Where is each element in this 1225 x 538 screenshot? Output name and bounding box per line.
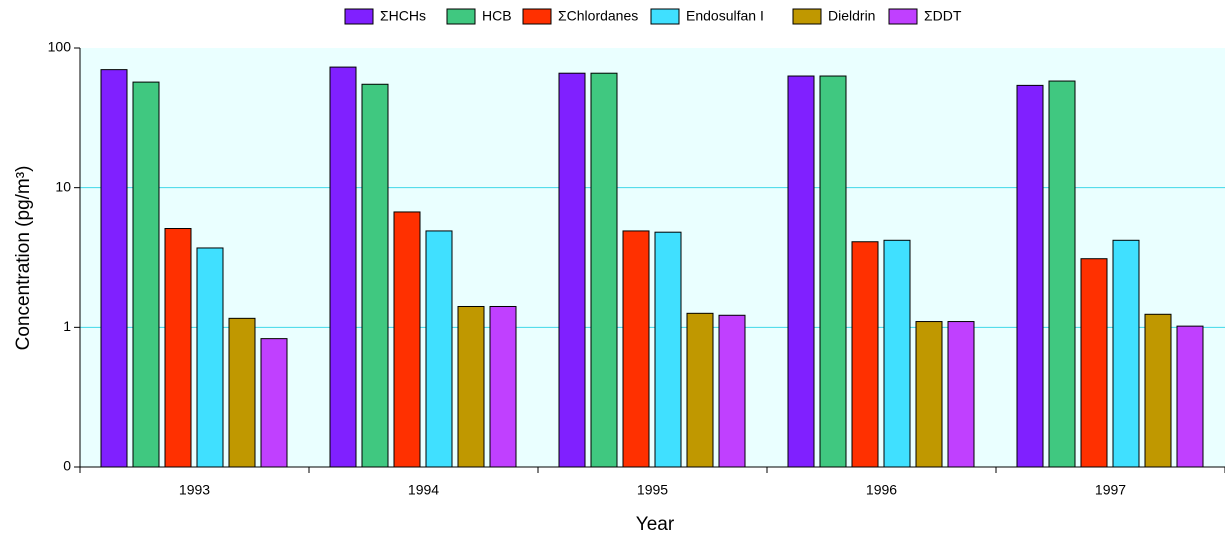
legend-swatch bbox=[344, 8, 374, 25]
bar bbox=[1016, 84, 1044, 468]
bar bbox=[132, 81, 160, 468]
bar bbox=[686, 312, 714, 468]
bar bbox=[260, 338, 288, 468]
bar bbox=[787, 75, 815, 468]
bar bbox=[196, 247, 224, 468]
x-tick-label: 1995 bbox=[637, 482, 668, 498]
x-tick-label: 1994 bbox=[408, 482, 439, 498]
x-tick-label: 1996 bbox=[866, 482, 897, 498]
bar bbox=[622, 230, 650, 468]
legend-label: Endosulfan I bbox=[686, 8, 764, 24]
bar bbox=[718, 314, 746, 468]
bar bbox=[489, 305, 517, 468]
bar bbox=[915, 321, 943, 468]
y-tick-label: 100 bbox=[48, 39, 72, 55]
bar bbox=[329, 66, 357, 468]
x-axis-title: Year bbox=[636, 514, 675, 535]
bar bbox=[1144, 313, 1172, 468]
bar bbox=[425, 230, 453, 468]
bar bbox=[558, 72, 586, 468]
y-tick-label: 1 bbox=[63, 318, 71, 334]
legend-label: ΣHCHs bbox=[380, 8, 426, 24]
bar bbox=[100, 69, 128, 468]
bar bbox=[361, 83, 389, 468]
legend-swatch bbox=[446, 8, 476, 25]
bar bbox=[654, 231, 682, 468]
bar bbox=[819, 75, 847, 468]
bar bbox=[851, 241, 879, 468]
legend-label: ΣDDT bbox=[924, 8, 962, 24]
bar bbox=[393, 211, 421, 468]
legend-swatch bbox=[792, 8, 822, 25]
legend-label: ΣChlordanes bbox=[558, 8, 638, 24]
bar bbox=[1080, 258, 1108, 468]
y-tick-label: 0 bbox=[63, 458, 71, 474]
x-tick-label: 1997 bbox=[1095, 482, 1126, 498]
bar bbox=[947, 321, 975, 468]
y-axis-title: Concentration (pg/m³) bbox=[13, 166, 34, 351]
legend-swatch bbox=[522, 8, 552, 25]
bar bbox=[457, 305, 485, 468]
legend-label: Dieldrin bbox=[828, 8, 875, 24]
legend-label: HCB bbox=[482, 8, 512, 24]
bar bbox=[1176, 325, 1204, 468]
bar bbox=[228, 317, 256, 468]
legend-swatch bbox=[888, 8, 918, 25]
x-tick-label: 1993 bbox=[179, 482, 210, 498]
bar bbox=[883, 239, 911, 468]
legend-swatch bbox=[650, 8, 680, 25]
bar bbox=[1112, 239, 1140, 468]
bar bbox=[1048, 80, 1076, 468]
bar bbox=[164, 228, 192, 468]
bar bbox=[590, 72, 618, 468]
y-tick-label: 10 bbox=[55, 178, 71, 194]
